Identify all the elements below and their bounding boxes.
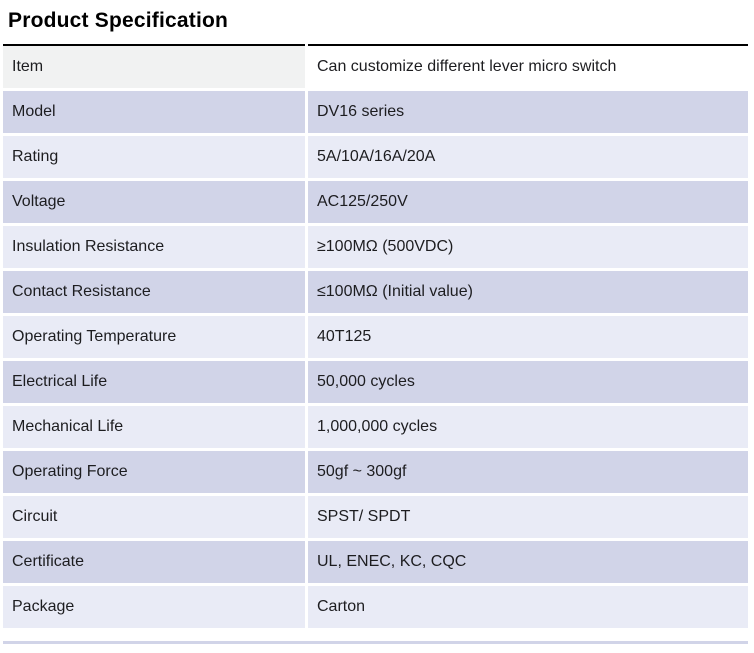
table-row: Certificate UL, ENEC, KC, CQC: [3, 541, 748, 583]
table-row: Contact Resistance ≤100MΩ (Initial value): [3, 271, 748, 313]
spec-label-cell: Voltage: [3, 181, 305, 223]
product-spec-table: Item Can customize different lever micro…: [0, 41, 751, 631]
spec-value-cell: 1,000,000 cycles: [308, 406, 748, 448]
spec-value-cell: Carton: [308, 586, 748, 628]
spec-value-cell: 40T125: [308, 316, 748, 358]
spec-value-cell: DV16 series: [308, 91, 748, 133]
spec-label-cell: Model: [3, 91, 305, 133]
table-header-row: Item Can customize different lever micro…: [3, 44, 748, 88]
spec-value-cell: ≥100MΩ (500VDC): [308, 226, 748, 268]
spec-label-cell: Rating: [3, 136, 305, 178]
spec-header-value-cell: Can customize different lever micro swit…: [308, 44, 748, 88]
spec-label-cell: Electrical Life: [3, 361, 305, 403]
spec-header-label-cell: Item: [3, 44, 305, 88]
spec-label-cell: Mechanical Life: [3, 406, 305, 448]
table-row: Mechanical Life 1,000,000 cycles: [3, 406, 748, 448]
spec-value-cell: ≤100MΩ (Initial value): [308, 271, 748, 313]
table-row: Operating Force 50gf ~ 300gf: [3, 451, 748, 493]
spec-value-cell: 5A/10A/16A/20A: [308, 136, 748, 178]
spec-value-cell: UL, ENEC, KC, CQC: [308, 541, 748, 583]
table-row: Insulation Resistance ≥100MΩ (500VDC): [3, 226, 748, 268]
page-title: Product Specification: [8, 9, 229, 32]
table-row: Electrical Life 50,000 cycles: [3, 361, 748, 403]
table-row: Model DV16 series: [3, 91, 748, 133]
spec-label-cell: Operating Temperature: [3, 316, 305, 358]
table-row: Rating 5A/10A/16A/20A: [3, 136, 748, 178]
spec-label-cell: Insulation Resistance: [3, 226, 305, 268]
next-row-cutoff-sliver: [3, 641, 748, 644]
table-row: Package Carton: [3, 586, 748, 628]
table-row: Circuit SPST/ SPDT: [3, 496, 748, 538]
spec-label-cell: Certificate: [3, 541, 305, 583]
spec-label-cell: Package: [3, 586, 305, 628]
spec-value-cell: AC125/250V: [308, 181, 748, 223]
spec-label-cell: Circuit: [3, 496, 305, 538]
spec-label-cell: Contact Resistance: [3, 271, 305, 313]
spec-value-cell: 50gf ~ 300gf: [308, 451, 748, 493]
spec-value-cell: 50,000 cycles: [308, 361, 748, 403]
table-row: Voltage AC125/250V: [3, 181, 748, 223]
spec-label-cell: Operating Force: [3, 451, 305, 493]
spec-value-cell: SPST/ SPDT: [308, 496, 748, 538]
table-row: Operating Temperature 40T125: [3, 316, 748, 358]
